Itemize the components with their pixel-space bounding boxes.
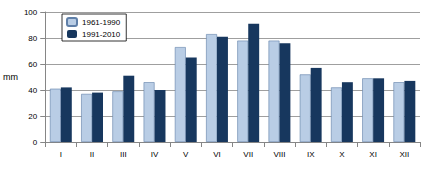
svg-text:40: 40: [28, 86, 37, 95]
svg-text:100: 100: [24, 8, 38, 17]
svg-text:XII: XII: [399, 150, 409, 159]
svg-text:IX: IX: [307, 150, 315, 159]
svg-text:IV: IV: [151, 150, 159, 159]
svg-text:XI: XI: [369, 150, 377, 159]
svg-text:0: 0: [33, 138, 38, 147]
svg-text:60: 60: [28, 60, 37, 69]
svg-text:VII: VII: [243, 150, 253, 159]
svg-text:VIII: VIII: [273, 150, 285, 159]
svg-text:X: X: [339, 150, 345, 159]
svg-text:III: III: [120, 150, 127, 159]
svg-text:V: V: [183, 150, 189, 159]
svg-text:1991-2010: 1991-2010: [82, 30, 121, 39]
svg-text:1961-1990: 1961-1990: [82, 18, 121, 27]
svg-text:I: I: [60, 150, 62, 159]
svg-text:II: II: [90, 150, 94, 159]
svg-text:VI: VI: [213, 150, 221, 159]
svg-text:mm: mm: [3, 72, 18, 82]
svg-text:80: 80: [28, 34, 37, 43]
svg-text:20: 20: [28, 112, 37, 121]
